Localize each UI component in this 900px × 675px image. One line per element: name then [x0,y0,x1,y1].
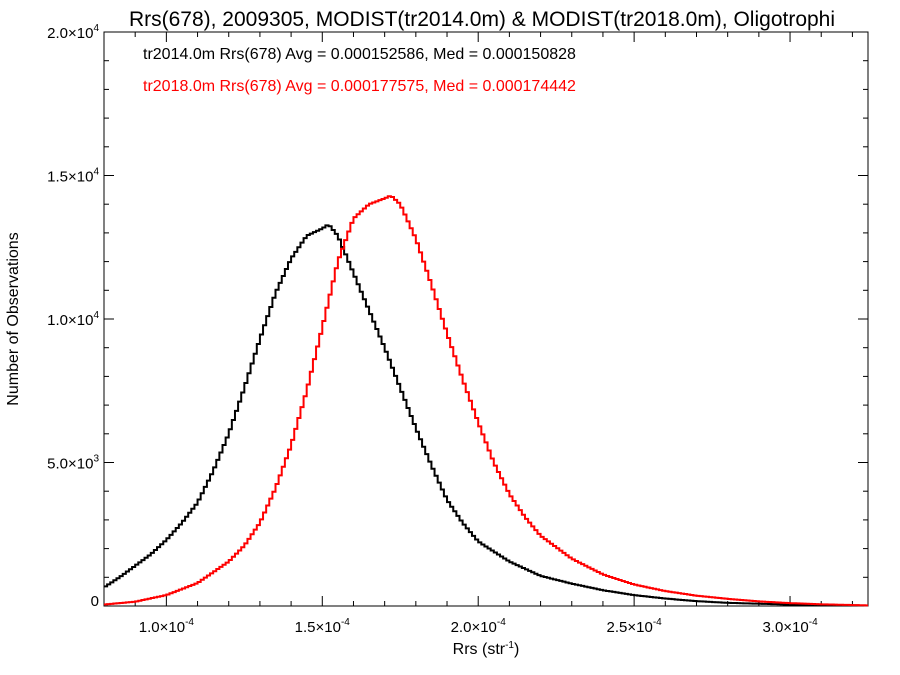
x-tick-label-exponent: -4 [497,617,506,628]
histogram-series-tr2014.0m [104,224,868,607]
x-tick-label: 1.0×10-4 [139,617,195,636]
x-tick-label-exponent: -4 [341,617,350,628]
y-tick-label-exponent: 4 [93,310,99,321]
x-tick-label-mantissa: 1.5×10 [295,619,341,636]
y-tick-label-mantissa: 0 [91,593,99,610]
x-tick-label: 1.5×10-4 [295,617,351,636]
x-tick-label: 2.5×10-4 [607,617,663,636]
x-axis-title-main: Rrs (str [453,641,506,658]
x-tick-label: 2.0×10-4 [451,617,507,636]
legend-stats-tr2018: tr2018.0m Rrs(678) Avg = 0.000177575, Me… [143,78,576,95]
y-tick-label: 1.5×104 [47,167,99,186]
y-tick-label-exponent: 4 [93,23,99,34]
y-tick-label-mantissa: 5.0×10 [47,456,93,473]
x-axis-title-exponent: -1 [505,640,514,651]
x-axis-title-close: ) [514,641,519,658]
x-tick-label-exponent: -4 [653,617,662,628]
y-tick-label: 0 [91,593,99,610]
y-tick-label-mantissa: 1.5×10 [47,169,93,186]
histogram-series-tr2018.0m [104,195,868,607]
y-tick-label: 1.0×104 [47,310,99,329]
x-tick-label-exponent: -4 [809,617,818,628]
y-tick-label-exponent: 4 [93,167,99,178]
legend-stats-tr2014: tr2014.0m Rrs(678) Avg = 0.000152586, Me… [143,46,576,63]
x-tick-label: 3.0×10-4 [762,617,818,636]
y-tick-label-mantissa: 2.0×10 [47,25,93,42]
y-tick-label-exponent: 3 [93,454,99,465]
axis-ticks: 1.0×10-4 1.5×10-4 2.0×10-4 2.5×10-4 3.0×10-4… [47,23,868,636]
y-tick-label: 5.0×103 [47,454,99,473]
y-tick-label: 2.0×104 [47,23,99,42]
chart-title: Rrs(678), 2009305, MODIST(tr2014.0m) & M… [129,8,835,31]
series-layer [104,195,868,607]
x-tick-label-mantissa: 3.0×10 [762,619,808,636]
x-tick-label-mantissa: 2.0×10 [451,619,497,636]
x-tick-label-mantissa: 1.0×10 [139,619,185,636]
y-axis-title: Number of Observations [5,232,22,405]
plot-frame [103,31,869,607]
y-tick-label-mantissa: 1.0×10 [47,312,93,329]
x-axis-title: Rrs (str-1) [453,640,520,658]
x-tick-label-exponent: -4 [185,617,194,628]
x-tick-label-mantissa: 2.5×10 [607,619,653,636]
